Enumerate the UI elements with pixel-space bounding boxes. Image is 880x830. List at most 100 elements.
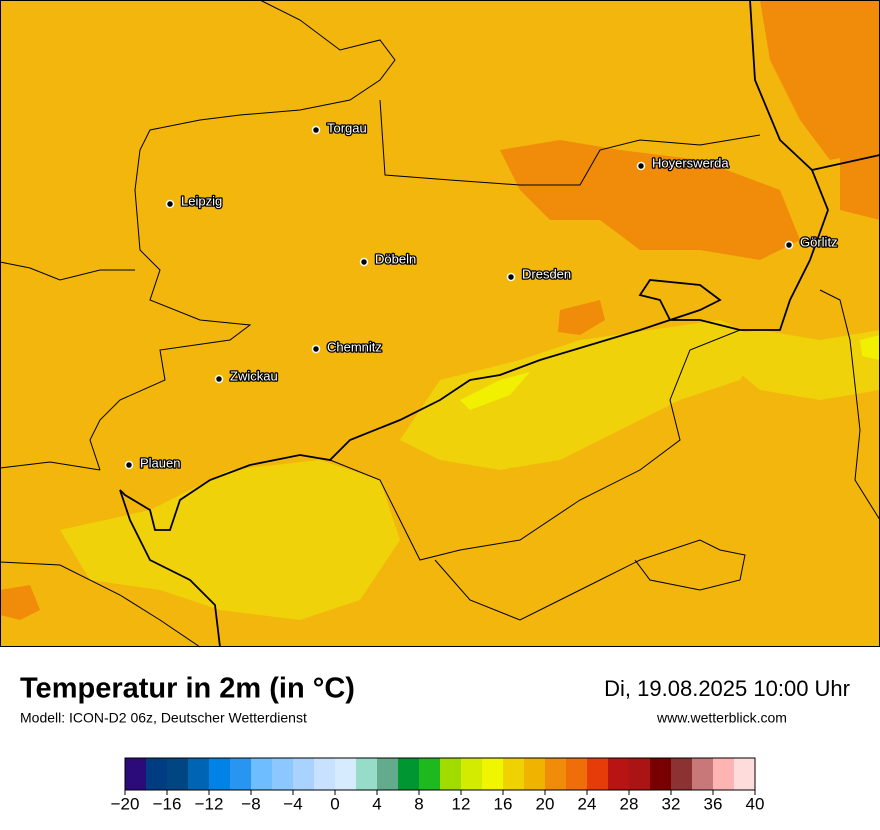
colorbar-tick-label: −16 <box>153 794 182 813</box>
city-label: Dresden <box>522 266 571 281</box>
colorbar-swatch <box>524 758 546 790</box>
cool-area <box>700 330 880 400</box>
city-dot <box>214 374 224 384</box>
city-marker: Plauen <box>124 454 182 472</box>
city-marker: Chemnitz <box>311 338 383 356</box>
colorbar-swatch <box>230 758 252 790</box>
colorbar-tick-label: −4 <box>283 794 302 813</box>
city-marker: Görlitz <box>784 233 839 251</box>
city-dot <box>165 199 175 209</box>
region-border <box>434 539 746 621</box>
state-border <box>0 461 101 471</box>
map-area <box>330 40 700 110</box>
colorbar-swatch <box>629 758 651 790</box>
city-label: Torgau <box>327 120 367 135</box>
colorbar-swatch <box>125 758 147 790</box>
colorbar-tick-label: −20 <box>111 794 140 813</box>
city-dot <box>359 257 369 267</box>
city-label: Leipzig <box>181 193 222 208</box>
warm-area <box>558 300 605 335</box>
colorbar-tick-label: 12 <box>452 794 471 813</box>
city-dot <box>784 240 794 250</box>
colorbar-tick-label: 8 <box>414 794 423 813</box>
map: Torgau Hoyerswerda Leipzig Görlitz Döbel… <box>0 0 880 648</box>
subtitle: Modell: ICON-D2 06z, Deutscher Wetterdie… <box>20 710 307 726</box>
city-marker: Torgau <box>311 119 368 137</box>
colorbar-swatch <box>188 758 210 790</box>
warm-area <box>840 80 880 220</box>
colorbar-swatch <box>419 758 441 790</box>
colorbar-swatch <box>356 758 378 790</box>
colorbar-tick-label: 32 <box>662 794 681 813</box>
cool-area <box>860 335 880 360</box>
colorbar-tick-label: 20 <box>536 794 555 813</box>
country-border <box>119 489 221 648</box>
state-border <box>0 261 135 281</box>
colorbar-swatch <box>209 758 231 790</box>
city-dot <box>311 344 321 354</box>
colorbar-tick-label: −12 <box>195 794 224 813</box>
city-marker: Zwickau <box>214 367 279 385</box>
colorbar-tick-label: 40 <box>746 794 765 813</box>
colorbar-swatch <box>167 758 189 790</box>
colorbar-frame <box>124 757 756 791</box>
title: Temperatur in 2m (in °C) <box>20 673 355 705</box>
colorbar-swatch <box>587 758 609 790</box>
cool-area <box>460 372 530 410</box>
colorbar-swatch <box>314 758 336 790</box>
colorbar-swatch <box>146 758 168 790</box>
warm-area <box>0 0 880 160</box>
colorbar-swatch <box>671 758 693 790</box>
colorbar-tick-label: −8 <box>241 794 260 813</box>
colorbar-swatch <box>650 758 672 790</box>
state-border <box>0 561 201 648</box>
colorbar-swatch <box>503 758 525 790</box>
colorbar-tick-label: 28 <box>620 794 639 813</box>
cool-area <box>60 460 400 620</box>
state-border <box>379 99 761 186</box>
colorbar-tick-label: 24 <box>578 794 597 813</box>
city-label: Döbeln <box>375 251 416 266</box>
city-dot <box>506 272 516 282</box>
city-marker: Hoyerswerda <box>636 154 731 172</box>
city-marker: Dresden <box>506 265 572 283</box>
colorbar-swatch <box>251 758 273 790</box>
warm-area <box>500 140 800 260</box>
colorbar-swatch <box>713 758 735 790</box>
colorbar-swatch <box>293 758 315 790</box>
colorbar-swatch <box>461 758 483 790</box>
city-marker: Leipzig <box>165 192 224 210</box>
map-area <box>0 0 340 110</box>
state-border <box>89 0 396 471</box>
colorbar-tick-label: 0 <box>330 794 339 813</box>
city-marker: Döbeln <box>359 250 418 268</box>
colorbar-swatch <box>398 758 420 790</box>
colorbar-tick-label: 36 <box>704 794 723 813</box>
colorbar-tick-label: 4 <box>372 794 381 813</box>
city-dot <box>636 161 646 171</box>
colorbar-swatch <box>545 758 567 790</box>
city-label: Hoyerswerda <box>652 155 729 170</box>
colorbar-swatch <box>734 758 756 790</box>
city-dot <box>311 125 321 135</box>
colorbar-swatch <box>440 758 462 790</box>
city-label: Plauen <box>140 455 180 470</box>
region-border <box>819 289 880 521</box>
colorbar-swatch <box>608 758 630 790</box>
website: www.wetterblick.com <box>656 710 787 726</box>
colorbar-swatch <box>566 758 588 790</box>
colorbar-swatch <box>377 758 399 790</box>
cool-area <box>400 320 760 470</box>
country-border <box>811 154 880 171</box>
city-label: Chemnitz <box>327 339 382 354</box>
country-border <box>119 0 829 531</box>
colorbar-swatch <box>335 758 357 790</box>
city-dot <box>124 460 134 470</box>
warm-area <box>0 585 40 620</box>
colorbar-swatch <box>482 758 504 790</box>
colorbar-tick-label: 16 <box>494 794 513 813</box>
datetime: Di, 19.08.2025 10:00 Uhr <box>604 676 850 701</box>
region-border <box>329 329 741 561</box>
colorbar-swatch <box>692 758 714 790</box>
